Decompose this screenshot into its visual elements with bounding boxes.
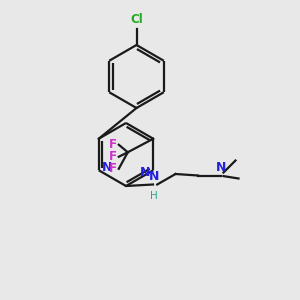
Text: N: N — [140, 166, 150, 179]
Text: N: N — [102, 161, 113, 174]
Text: N: N — [148, 170, 159, 183]
Text: F: F — [109, 162, 117, 175]
Text: F: F — [109, 150, 117, 163]
Text: Cl: Cl — [130, 14, 143, 26]
Text: F: F — [109, 138, 117, 151]
Text: H: H — [150, 191, 158, 201]
Text: N: N — [216, 161, 226, 174]
